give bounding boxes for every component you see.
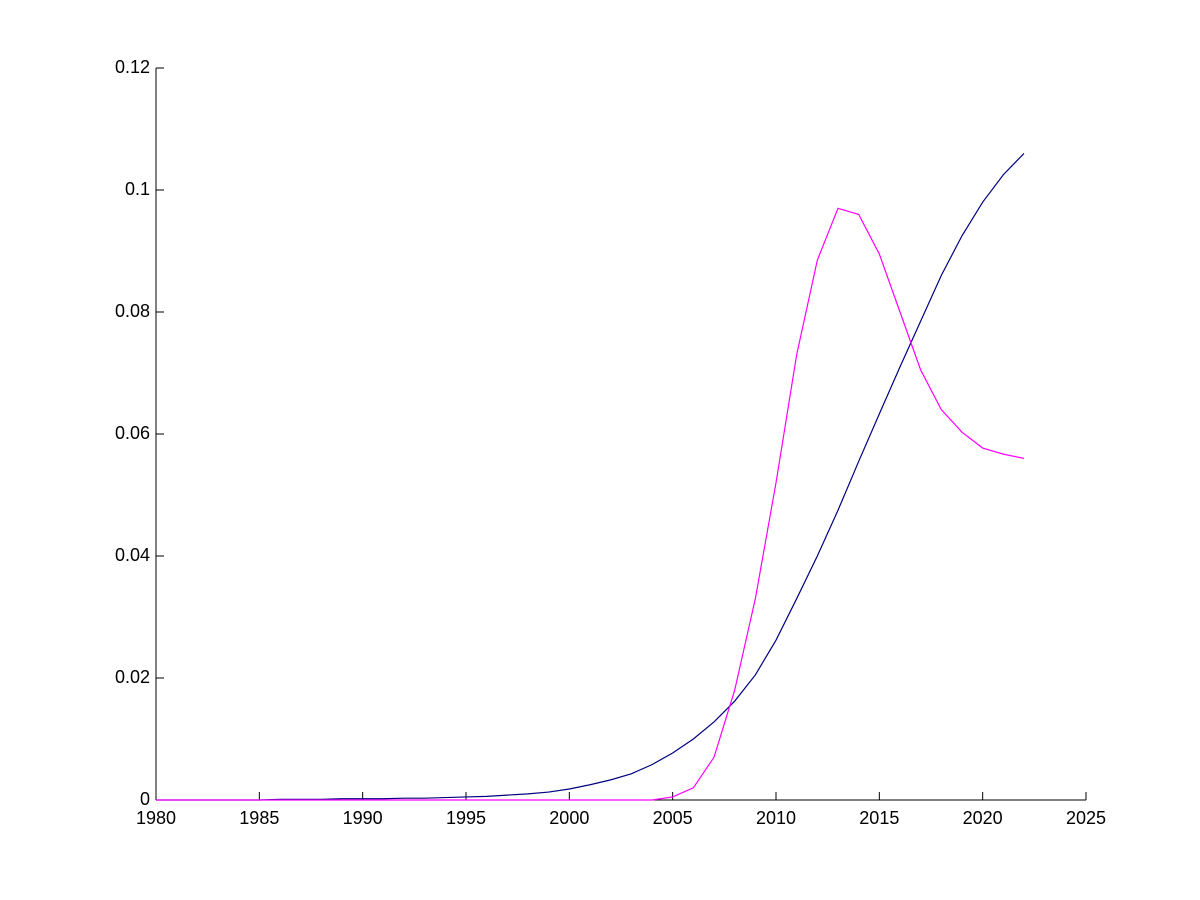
x-tick-label: 2010 xyxy=(756,808,796,828)
series-line xyxy=(156,207,1025,801)
x-tick-label: 1995 xyxy=(446,808,486,828)
x-tick-label: 2000 xyxy=(549,808,589,828)
y-tick-label: 0.08 xyxy=(115,301,150,321)
x-tick-label: 2025 xyxy=(1066,808,1106,828)
x-tick-label: 2015 xyxy=(859,808,899,828)
x-tick-label: 1980 xyxy=(136,808,176,828)
y-tick-label: 0.04 xyxy=(115,545,150,565)
y-tick-label: 0.12 xyxy=(115,57,150,77)
x-tick-label: 1985 xyxy=(239,808,279,828)
x-tick-label: 2020 xyxy=(963,808,1003,828)
x-tick-label: 1990 xyxy=(343,808,383,828)
y-tick-label: 0.1 xyxy=(125,179,150,199)
y-tick-label: 0.06 xyxy=(115,423,150,443)
y-tick-label: 0.02 xyxy=(115,667,150,687)
series-line xyxy=(156,152,1025,801)
x-tick-label: 2005 xyxy=(653,808,693,828)
y-tick-label: 0 xyxy=(140,789,150,809)
